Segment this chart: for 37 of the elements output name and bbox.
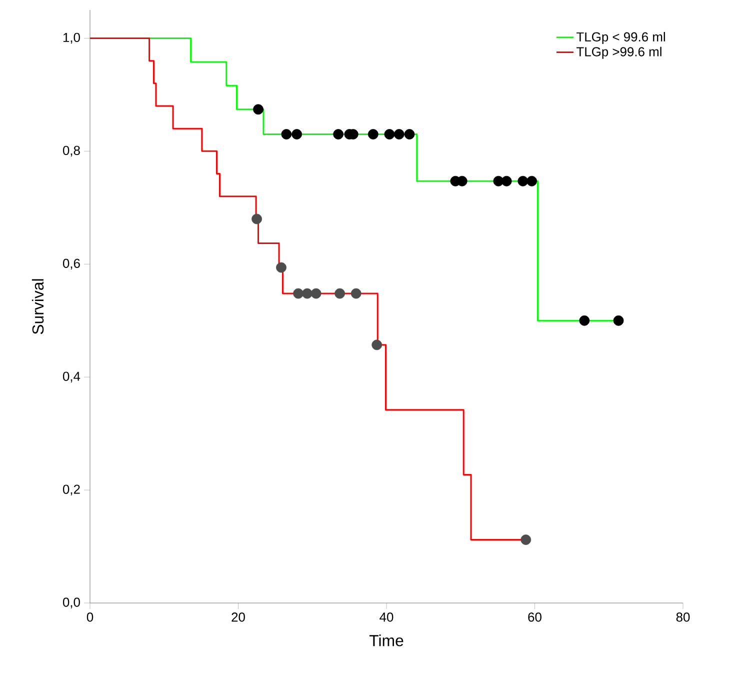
legend-label: TLGp < 99.6 ml <box>576 32 665 44</box>
x-tick-label: 20 <box>232 612 245 622</box>
y-tick-label: 0,8 <box>62 146 80 157</box>
point <box>501 176 512 186</box>
y-axis-title: Survival <box>32 279 44 334</box>
x-axis-title: Time <box>369 634 404 646</box>
x-tick-label: 40 <box>380 612 394 622</box>
point <box>372 340 382 350</box>
y-tick-label: 0,0 <box>62 598 80 608</box>
point <box>404 129 415 140</box>
point <box>276 262 286 273</box>
point <box>281 129 292 140</box>
point <box>520 534 532 545</box>
point <box>613 315 624 326</box>
x-tick-label: 60 <box>528 612 542 622</box>
point <box>384 129 395 140</box>
point <box>368 129 378 140</box>
point <box>526 176 537 186</box>
point <box>253 104 264 115</box>
y-tick-label: 1,0 <box>63 32 80 44</box>
point <box>310 288 322 299</box>
y-tick-label: 0,2 <box>62 484 80 496</box>
point <box>333 129 344 140</box>
y-tick-label: 0,4 <box>62 372 80 382</box>
legend-label: TLGp >99.6 ml <box>576 46 662 59</box>
y-tick-label: 0,6 <box>62 258 80 270</box>
point <box>350 288 362 299</box>
x-tick-label: 80 <box>676 612 690 622</box>
point <box>334 288 345 299</box>
point <box>302 288 312 299</box>
point <box>518 176 528 186</box>
point <box>252 214 262 224</box>
point <box>293 288 304 299</box>
point <box>292 129 302 140</box>
point <box>394 129 404 140</box>
x-tick-label: 0 <box>86 612 94 622</box>
point <box>579 315 590 326</box>
